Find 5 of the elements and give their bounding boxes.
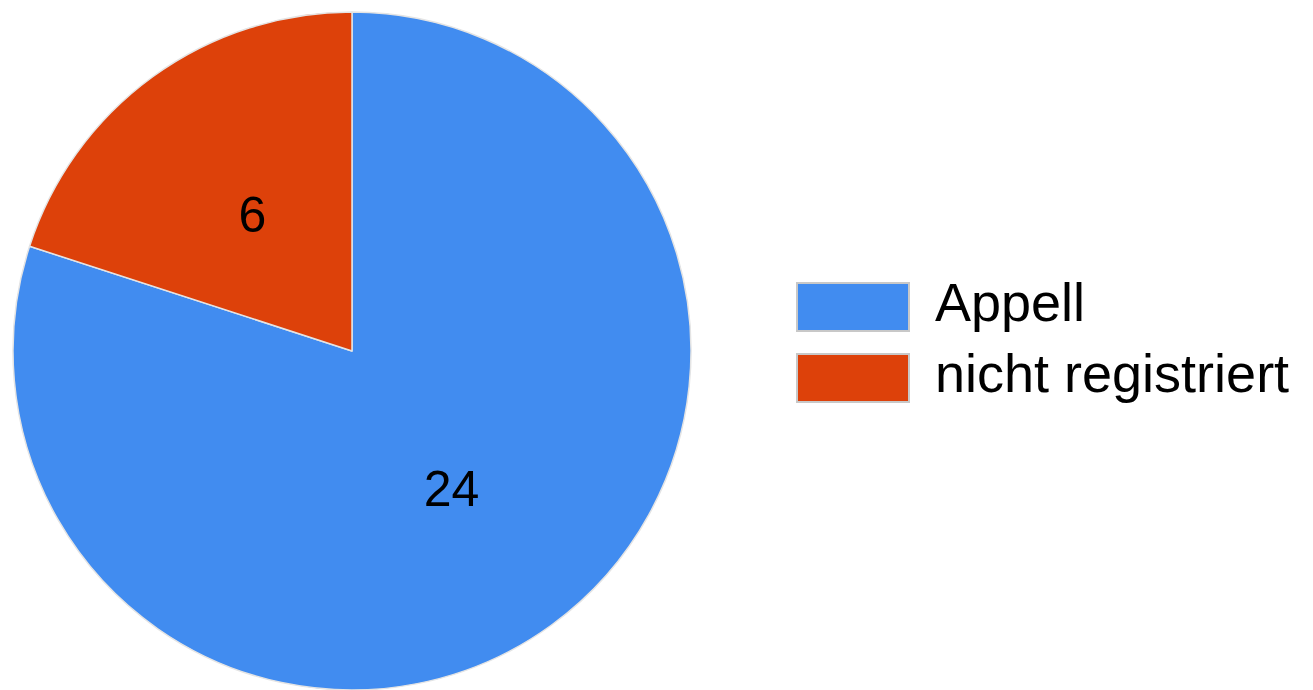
- pie-slice: [12, 11, 692, 690]
- legend-label: nicht registriert: [935, 343, 1290, 403]
- data-label: 24: [423, 461, 480, 518]
- data-label: 6: [238, 186, 267, 243]
- legend-label: Appell: [935, 272, 1086, 332]
